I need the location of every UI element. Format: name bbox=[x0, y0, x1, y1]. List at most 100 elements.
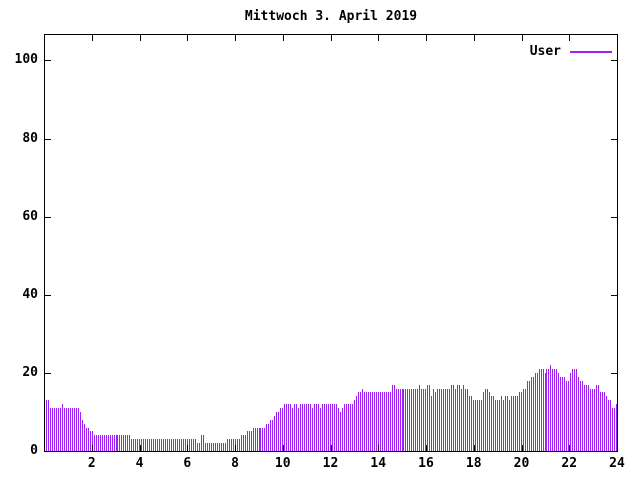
bar bbox=[192, 439, 194, 451]
bar bbox=[419, 384, 421, 451]
bar bbox=[502, 400, 504, 451]
bar bbox=[163, 439, 165, 451]
y-tick-mark bbox=[45, 372, 51, 374]
x-tick-label: 4 bbox=[135, 456, 144, 471]
bar bbox=[389, 392, 391, 451]
bar bbox=[51, 408, 53, 451]
y-tick-mark bbox=[45, 60, 51, 62]
bar bbox=[488, 392, 490, 451]
bar bbox=[333, 404, 335, 451]
bar bbox=[208, 443, 210, 451]
bar bbox=[616, 404, 617, 451]
bar bbox=[574, 368, 576, 451]
bar bbox=[236, 439, 238, 451]
bar bbox=[568, 380, 570, 451]
bar bbox=[570, 372, 572, 451]
x-tick-mark bbox=[235, 445, 236, 451]
bar bbox=[302, 404, 304, 451]
bar bbox=[413, 388, 415, 451]
bar bbox=[484, 388, 486, 451]
bar bbox=[270, 419, 272, 451]
bar bbox=[296, 404, 298, 451]
bar bbox=[363, 392, 365, 451]
bar bbox=[322, 404, 324, 451]
y-tick-mark bbox=[611, 60, 617, 62]
bar bbox=[49, 408, 51, 451]
bar bbox=[572, 368, 574, 451]
bar bbox=[347, 404, 349, 451]
bar bbox=[308, 404, 310, 451]
bar bbox=[387, 392, 389, 451]
bar bbox=[129, 435, 131, 451]
bar bbox=[252, 427, 254, 451]
x-tick-label: 6 bbox=[183, 456, 192, 471]
bar bbox=[304, 404, 306, 451]
bar bbox=[200, 435, 202, 451]
bar bbox=[171, 439, 173, 451]
bar bbox=[423, 388, 425, 451]
bar bbox=[274, 415, 276, 451]
bar bbox=[65, 408, 67, 451]
bar bbox=[427, 384, 429, 451]
bar bbox=[165, 439, 167, 451]
bar bbox=[254, 427, 256, 451]
x-tick-mark bbox=[473, 35, 475, 41]
bar bbox=[480, 400, 482, 451]
bar bbox=[280, 408, 282, 451]
bar bbox=[260, 427, 262, 451]
bar bbox=[127, 435, 129, 451]
bar bbox=[222, 443, 224, 451]
x-tick-mark bbox=[282, 445, 284, 451]
x-tick-label: 2 bbox=[87, 456, 96, 471]
bar bbox=[328, 404, 330, 451]
bar bbox=[326, 404, 328, 451]
bar bbox=[135, 439, 137, 451]
x-tick-mark bbox=[330, 445, 332, 451]
bar bbox=[540, 368, 542, 451]
bar bbox=[449, 388, 451, 451]
bar bbox=[246, 431, 248, 451]
bar bbox=[159, 439, 161, 451]
bar bbox=[324, 404, 326, 451]
bar bbox=[594, 388, 596, 451]
bar bbox=[385, 392, 387, 451]
bar bbox=[608, 400, 610, 451]
bar bbox=[71, 408, 73, 451]
y-tick-mark bbox=[611, 138, 617, 140]
bar bbox=[459, 384, 461, 451]
bar bbox=[105, 435, 107, 451]
y-tick-label: 60 bbox=[22, 208, 38, 224]
bar bbox=[566, 380, 568, 451]
bar bbox=[314, 404, 316, 451]
bar bbox=[183, 439, 185, 451]
bar bbox=[341, 408, 343, 451]
bar bbox=[155, 439, 157, 451]
bar bbox=[45, 400, 47, 451]
bar bbox=[375, 392, 377, 451]
bar bbox=[463, 384, 465, 451]
bar bbox=[310, 404, 312, 451]
bar bbox=[306, 404, 308, 451]
x-tick-label: 12 bbox=[322, 456, 339, 471]
bar bbox=[602, 392, 604, 451]
bar bbox=[514, 396, 516, 451]
x-tick-mark bbox=[569, 35, 571, 41]
bar bbox=[330, 404, 331, 451]
bar bbox=[417, 388, 419, 451]
bar bbox=[610, 400, 612, 451]
bar bbox=[59, 408, 61, 451]
bar bbox=[506, 396, 508, 451]
bar bbox=[250, 431, 252, 451]
x-tick-mark bbox=[139, 35, 141, 41]
bar bbox=[212, 443, 214, 451]
x-tick-mark bbox=[282, 35, 284, 41]
bar bbox=[461, 388, 463, 451]
bar bbox=[117, 435, 119, 451]
legend-line-sample-icon bbox=[570, 51, 612, 53]
bar bbox=[335, 404, 337, 451]
bar bbox=[457, 384, 459, 451]
y-tick-label: 100 bbox=[14, 52, 38, 68]
bar bbox=[115, 435, 117, 451]
bar bbox=[377, 392, 379, 451]
